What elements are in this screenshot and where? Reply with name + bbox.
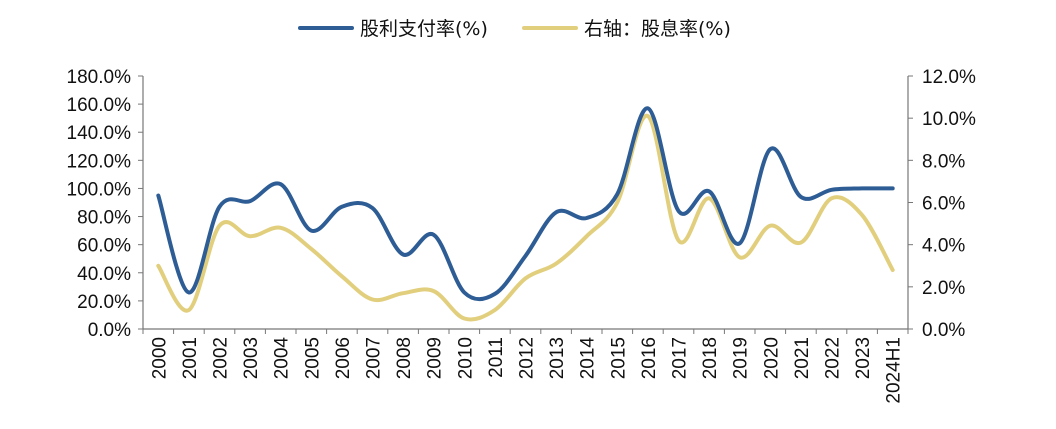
- series-layer: [156, 106, 895, 322]
- right-tick-label: 8.0%: [922, 151, 965, 172]
- dividend-yield-line: [156, 114, 895, 322]
- legend: 股利支付率(%) 右轴：股息率(%): [298, 18, 731, 40]
- left-tick-label: 0.0%: [88, 320, 131, 341]
- x-tick-label: 2006: [333, 337, 354, 379]
- x-tick-label: 2023: [853, 337, 874, 379]
- left-tick-label: 60.0%: [77, 236, 131, 257]
- right-tick-label: 6.0%: [922, 194, 965, 215]
- legend-label-payout: 股利支付率(%): [360, 18, 488, 40]
- left-tick-label: 20.0%: [77, 292, 131, 313]
- left-axis-ticks: 0.0% 20.0% 40.0% 60.0% 80.0% 100.0% 120.0% 140.…: [67, 67, 143, 341]
- right-tick-label: 10.0%: [922, 109, 976, 130]
- x-tick-label: 2018: [700, 337, 721, 379]
- x-tick-label: 2013: [547, 337, 568, 379]
- x-tick-label: 2002: [211, 337, 232, 379]
- x-tick-label: 2001: [180, 337, 201, 379]
- right-tick-label: 0.0%: [922, 320, 965, 341]
- x-tick-label: 2005: [302, 337, 323, 379]
- x-tick-label: 2015: [608, 337, 629, 379]
- x-tick-label: 2010: [455, 337, 476, 379]
- x-tick-label: 2009: [425, 337, 446, 379]
- x-tick-label: 2017: [670, 337, 691, 379]
- right-tick-label: 4.0%: [922, 236, 965, 257]
- right-tick-label: 2.0%: [922, 278, 965, 299]
- x-axis-ticks: 2000 2001 2002 2003 2004 2005 2006 2007 2008 2009…: [142, 329, 909, 404]
- left-tick-label: 40.0%: [77, 264, 131, 285]
- left-tick-label: 140.0%: [67, 123, 132, 144]
- left-tick-label: 100.0%: [67, 179, 132, 200]
- left-tick-label: 80.0%: [77, 208, 131, 229]
- x-tick-label: 2024H1: [884, 337, 905, 404]
- x-tick-label: 2016: [639, 337, 660, 379]
- x-tick-label: 2020: [761, 337, 782, 379]
- left-tick-label: 180.0%: [67, 67, 132, 88]
- axes: [142, 76, 909, 330]
- x-tick-label: 2012: [517, 337, 538, 379]
- x-tick-label: 2007: [364, 337, 385, 379]
- x-tick-label: 2011: [486, 337, 507, 378]
- x-tick-label: 2019: [731, 337, 752, 379]
- x-tick-label: 2003: [241, 337, 262, 379]
- left-tick-label: 160.0%: [67, 95, 132, 116]
- left-tick-label: 120.0%: [67, 151, 132, 172]
- x-tick-label: 2014: [578, 337, 599, 380]
- x-tick-label: 2022: [823, 337, 844, 379]
- right-axis-ticks: 0.0% 2.0% 4.0% 6.0% 8.0% 10.0% 12.0%: [908, 67, 976, 341]
- payout-ratio-line: [156, 106, 895, 302]
- x-tick-label: 2008: [394, 337, 415, 379]
- legend-label-yield: 右轴：股息率(%): [584, 18, 731, 40]
- x-tick-label: 2021: [792, 337, 813, 379]
- right-tick-label: 12.0%: [922, 67, 976, 88]
- x-tick-label: 2004: [272, 337, 293, 380]
- x-tick-label: 2000: [149, 337, 170, 379]
